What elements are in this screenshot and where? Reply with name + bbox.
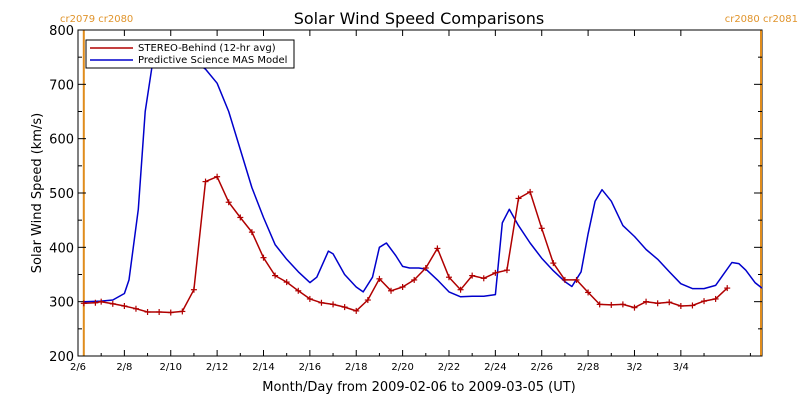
data-point-stereo (92, 299, 99, 306)
data-point-stereo (306, 295, 313, 302)
data-point-stereo (469, 272, 476, 279)
data-point-stereo (237, 214, 244, 221)
x-tick-label: 3/4 (673, 362, 689, 373)
data-point-stereo (457, 286, 464, 293)
data-point-stereo (214, 173, 221, 180)
data-point-stereo (585, 289, 592, 296)
data-point-stereo (631, 304, 638, 311)
data-point-stereo (561, 276, 568, 283)
series-line-mas-model (83, 57, 763, 303)
y-axis-ticks: 200 300 400 500 600 700 800 (49, 24, 762, 365)
data-point-stereo (190, 286, 197, 293)
data-point-stereo (480, 275, 487, 282)
cr-marker-right-label: cr2080 cr2081 (725, 14, 798, 25)
data-point-stereo (515, 195, 522, 202)
data-point-stereo (445, 274, 452, 281)
data-point-stereo (677, 303, 684, 310)
data-point-stereo (364, 297, 371, 304)
data-point-stereo (666, 299, 673, 306)
data-point-stereo (132, 305, 139, 312)
data-point-stereo (167, 309, 174, 316)
y-tick-label: 200 (49, 350, 74, 365)
data-point-stereo (156, 308, 163, 315)
data-point-stereo (654, 300, 661, 307)
data-point-stereo (330, 301, 337, 308)
x-tick-label: 2/24 (484, 362, 506, 373)
data-point-stereo (376, 275, 383, 282)
chart-title: Solar Wind Speed Comparisons (294, 9, 545, 28)
data-point-stereo (689, 302, 696, 309)
data-point-stereo (341, 304, 348, 311)
data-point-stereo (608, 301, 615, 308)
legend-box (85, 39, 295, 69)
data-point-stereo (527, 188, 534, 195)
x-tick-label: 2/6 (70, 362, 86, 373)
x-tick-label: 2/22 (438, 362, 460, 373)
x-tick-label: 2/16 (299, 362, 321, 373)
data-point-stereo (109, 300, 116, 307)
data-point-stereo (98, 298, 105, 305)
data-point-stereo (248, 229, 255, 236)
x-tick-label: 2/12 (206, 362, 228, 373)
data-point-stereo (411, 276, 418, 283)
data-point-stereo (434, 245, 441, 252)
y-tick-label: 300 (49, 296, 74, 311)
data-point-stereo (283, 279, 290, 286)
plot-area: 2/6 2/8 2/10 2/12 2/14 2/16 2/18 2/20 2/22 2/24 2/… (49, 24, 763, 373)
data-point-stereo (492, 269, 499, 276)
data-point-stereo (701, 298, 708, 305)
data-point-stereo (550, 260, 557, 267)
data-point-stereo (202, 178, 209, 185)
data-point-stereo (724, 285, 731, 292)
x-axis-ticks: 2/6 2/8 2/10 2/12 2/14 2/16 2/18 2/20 2/22 2/24 2/… (70, 30, 751, 373)
data-point-stereo (619, 301, 626, 308)
x-tick-label: 2/14 (252, 362, 274, 373)
x-tick-label: 2/10 (160, 362, 182, 373)
data-point-stereo (573, 276, 580, 283)
legend-label-mas-model: Predictive Science MAS Model (138, 55, 287, 66)
x-tick-label: 2/26 (530, 362, 552, 373)
data-point-stereo (121, 303, 128, 310)
y-axis-label: Solar Wind Speed (km/s) (30, 113, 45, 273)
data-point-stereo (80, 300, 87, 307)
plot-frame (77, 29, 763, 357)
data-point-stereo (712, 295, 719, 302)
data-point-stereo (503, 267, 510, 274)
y-tick-label: 500 (49, 187, 74, 202)
x-tick-label: 2/28 (577, 362, 599, 373)
series-line-stereo (83, 175, 728, 314)
series-layer (80, 57, 763, 316)
data-point-stereo (272, 272, 279, 279)
legend-label-stereo: STEREO-Behind (12-hr avg) (138, 43, 276, 54)
x-tick-label: 3/2 (626, 362, 642, 373)
data-point-stereo (225, 199, 232, 206)
data-point-stereo (422, 264, 429, 271)
data-point-stereo (596, 301, 603, 308)
data-point-stereo (388, 287, 395, 294)
data-point-stereo (399, 283, 406, 290)
data-point-stereo (318, 299, 325, 306)
data-point-stereo (179, 308, 186, 315)
y-tick-label: 800 (49, 24, 74, 39)
y-tick-label: 400 (49, 241, 74, 256)
cr-marker-left-label: cr2079 cr2080 (60, 14, 133, 25)
x-tick-label: 2/18 (345, 362, 367, 373)
y-tick-label: 600 (49, 133, 74, 148)
data-point-stereo (643, 298, 650, 305)
x-tick-label: 2/8 (116, 362, 132, 373)
legend: STEREO-Behind (12-hr avg) Predictive Sci… (85, 39, 295, 69)
data-point-stereo (260, 254, 267, 261)
x-axis-label: Month/Day from 2009-02-06 to 2009-03-05 … (262, 380, 575, 395)
data-point-stereo (353, 307, 360, 314)
x-tick-label: 2/20 (391, 362, 413, 373)
data-point-stereo (144, 308, 151, 315)
data-point-stereo (538, 225, 545, 232)
y-tick-label: 700 (49, 78, 74, 93)
data-point-stereo (295, 287, 302, 294)
